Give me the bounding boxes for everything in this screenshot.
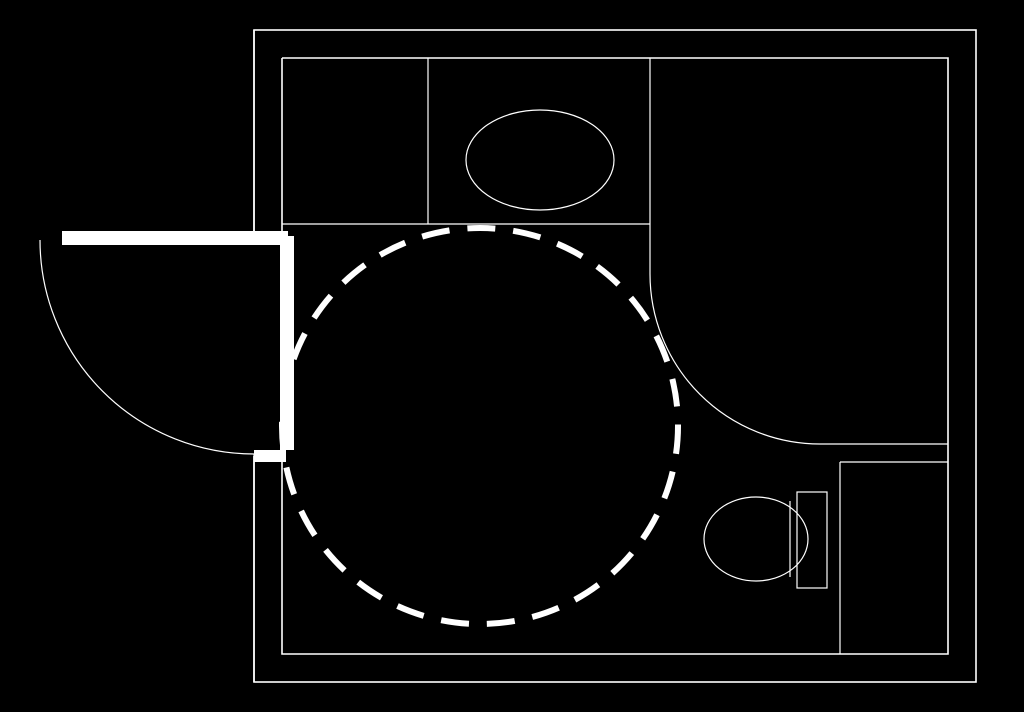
- door-frame-inner: [280, 236, 294, 450]
- door-jamb-bottom: [254, 450, 286, 462]
- door-leaf: [62, 235, 254, 245]
- floor-plan: [0, 0, 1024, 712]
- background: [0, 0, 1024, 712]
